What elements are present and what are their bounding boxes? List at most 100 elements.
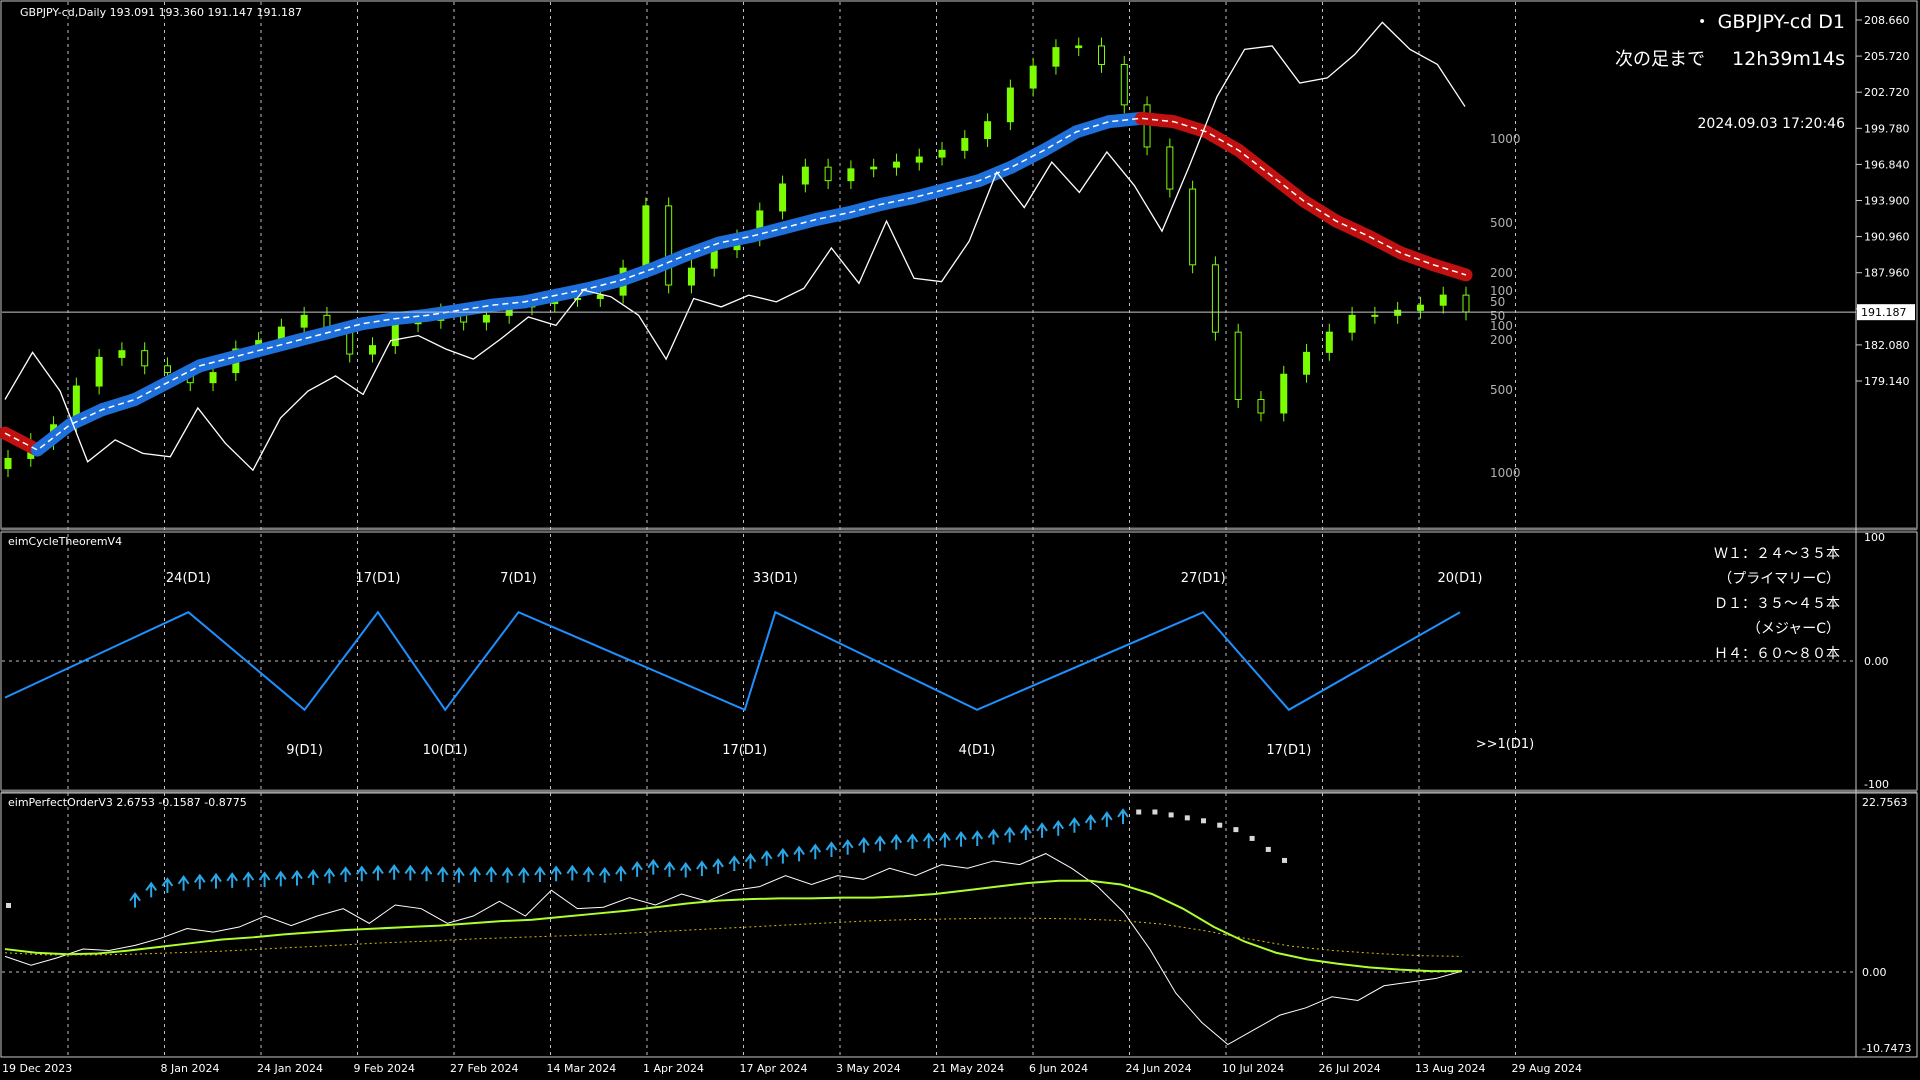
signal-line [4,879,1462,973]
horizontal-grid [2,660,1855,973]
cycle-tick-label: -100 [1864,778,1889,791]
date-tick-label: 14 Mar 2024 [547,1062,617,1075]
cycle-count-label: 17(D1) [722,743,767,758]
moving-average-segment [1427,258,1473,282]
candle-body [915,156,923,163]
price-tick-label: 202.720 [1864,86,1910,99]
perfect-order-marker [663,861,676,877]
perfect-order-marker [534,866,546,882]
cycle-count-label: 4(D1) [959,743,996,758]
date-tick-label: 9 Feb 2024 [354,1062,415,1075]
cycle-note: （プライマリーC） [1718,571,1840,587]
perfect-order-dot [1249,835,1255,841]
perfect-order-marker [1101,811,1113,827]
candle-body [1303,351,1311,375]
candle-body [1143,104,1151,148]
perfect-order-marker [712,858,724,874]
cycle-count-label: 17(D1) [1266,743,1311,758]
perfect-order-marker [922,832,935,849]
perfect-order-marker [955,830,967,847]
candle-body [847,168,855,182]
main-panel-frame [0,0,1918,530]
candle-body [801,166,809,185]
perfect-order-marker [436,866,449,882]
perfect-order-dot [1265,846,1271,852]
price-tick-label: 208.660 [1864,14,1910,27]
perfect-order-marker [1003,826,1016,843]
perfect-order-marker [1052,819,1065,836]
cycle-note: （メジャーC） [1747,621,1840,637]
perfect-order-marker [193,873,206,890]
date-tick-label: 17 Apr 2024 [740,1062,808,1075]
timestamp: 2024.09.03 17:20:46 [1698,116,1846,132]
perfect-order-marker [793,845,805,862]
candle-body [961,138,969,151]
candle-body [4,457,12,470]
candle-body [95,356,103,387]
trend-line [4,917,1463,957]
zone-label: 1000 [1490,466,1521,480]
candle-body [665,205,673,286]
perfect-order-panel-frame [0,792,1918,1058]
perfect-order-marker [291,869,303,886]
candle-body [1371,314,1379,317]
perfect-order-dot [1152,809,1158,815]
perfect-order-marker [388,864,400,880]
perfect-order-marker [987,828,1000,845]
candle-body [1280,373,1288,414]
zone-label: 200 [1490,266,1513,280]
vertical-grid [67,2,1516,1056]
perfect-order-marker [420,865,433,882]
axis-labels: 19 Dec 2023 8 Jan 2024 24 Jan 2024 9 Feb 20… [2,14,1911,1075]
perfect-order-marker [242,871,255,888]
symbol-header: GBPJPY-cd,Daily 193.091 193.360 191.147 … [20,6,302,19]
cycle-count-label: 9(D1) [286,743,323,758]
perfect-order-marker [728,855,741,871]
perfect-order-marker [744,853,757,869]
candle-body [1006,87,1014,123]
perfect-order-dot [1168,812,1174,818]
perfect-order-marker [339,866,352,882]
candle-body [1348,314,1356,333]
zone-label: 50 [1490,295,1505,309]
date-tick-label: 26 Jul 2024 [1319,1062,1381,1075]
perfect-order-marker [777,847,789,864]
zone-label: 1000 [1490,132,1521,146]
perfect-order-marker [1084,814,1097,830]
cycle-indicator-title: eimCycleTheoremV4 [8,535,122,548]
date-tick-label: 8 Jan 2024 [161,1062,220,1075]
perfect-order-marker [1117,808,1129,824]
candle-body [824,166,832,182]
price-tick-label: 187.960 [1864,267,1910,280]
perfect-order-marker [145,881,158,898]
candle-body [1098,45,1105,65]
perfect-order-marker [453,866,465,883]
perfect-order-marker [598,866,611,883]
perfect-order-dot [1233,827,1239,833]
candle-body [596,294,604,299]
candle-body [482,314,490,323]
cycle-tick-label: 0.00 [1864,655,1889,668]
zone-label: 200 [1490,333,1513,347]
perfect-order-marker [647,858,660,875]
cycle-tick-label: 100 [1864,531,1885,544]
perfect-order-marker [874,835,886,852]
date-tick-label: 24 Jun 2024 [1126,1062,1192,1075]
cycle-panel: 24(D1) 17(D1) 7(D1) 33(D1) 27(D1) 20(D1) 9(D1)… [4,571,1534,758]
candle-body [1462,294,1470,313]
cycle-note: Ｗ１：２４～３５本 [1714,546,1840,562]
perfect-order-marker [825,841,838,857]
perfect-order-marker [129,891,141,908]
candle-body [1234,331,1242,401]
perfect-order-panel [4,808,1463,1046]
candle-body [1075,45,1083,49]
candle-body [1120,63,1128,106]
date-tick-label: 6 Jun 2024 [1029,1062,1088,1075]
date-tick-label: 3 May 2024 [836,1062,901,1075]
candle-body [209,372,217,384]
perfect-order-marker [1020,824,1032,841]
candle-body [779,183,787,212]
candle-body [118,350,126,358]
